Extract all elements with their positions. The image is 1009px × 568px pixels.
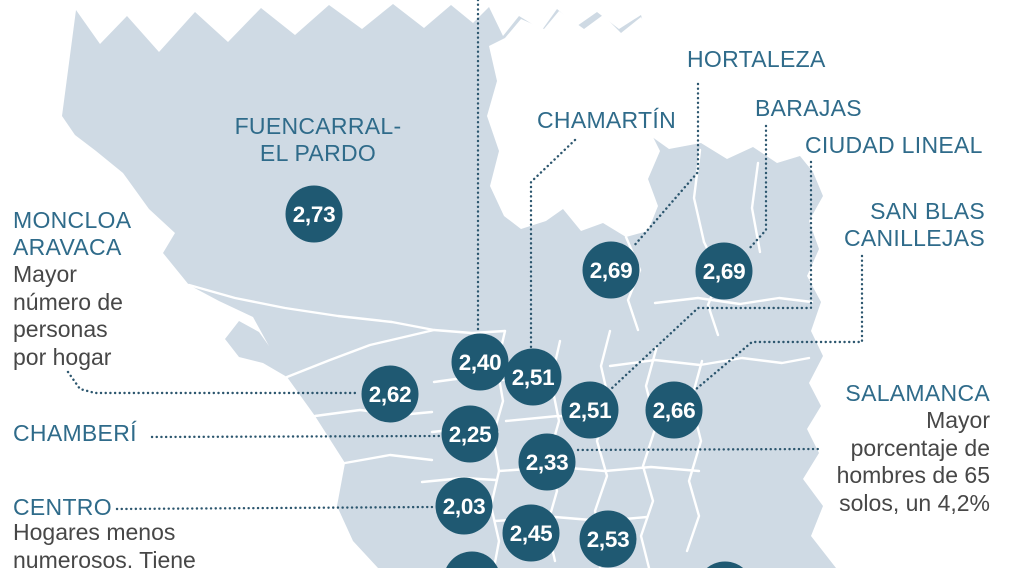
label-ciudad-lineal: CIUDAD LINEAL [805, 132, 983, 158]
map-white-channel [487, 11, 660, 237]
bubble-clipped-2 [706, 561, 744, 568]
bubble-value: 2,51 [569, 398, 612, 423]
bubble-clipped-1 [446, 551, 498, 568]
annotation-line: personas [13, 316, 108, 342]
label-salamanca: SALAMANCA [845, 380, 990, 406]
label-line: EL PARDO [259, 140, 377, 166]
label-line: CANILLEJAS [843, 225, 985, 251]
bubble-value: 2,53 [587, 527, 630, 552]
bubble-circle [446, 551, 498, 568]
bubble-circle [502, 504, 560, 562]
bubble-salamanca: 2,33 [518, 433, 576, 491]
label-chamartin: CHAMARTÍN [537, 107, 677, 133]
annotation-line: Mayor [13, 261, 77, 287]
bubble-unlabeled-1: 2,40 [451, 333, 509, 391]
label-centro: CENTRO [13, 494, 112, 520]
bubble-value: 2,51 [512, 365, 555, 390]
bubble-value: 2,69 [590, 258, 633, 283]
label-moncloa-aravaca: MONCLOA ARAVACA [13, 207, 131, 261]
annotation-line: número de [13, 288, 123, 315]
bubble-value: 2,69 [703, 259, 746, 284]
bubble-san-blas: 2,66 [645, 381, 703, 439]
leader-lines [66, 0, 864, 511]
leader-line-chamartin [529, 138, 577, 349]
label-fuencarral-el-pardo: FUENCARRAL- EL PARDO [168, 113, 468, 167]
label-line: FUENCARRAL- [234, 113, 402, 139]
bubble-circle [504, 348, 562, 406]
bubble-fuencarral: 2,73 [285, 185, 343, 243]
annotation-line: porcentaje de [850, 434, 990, 461]
bubble-hortaleza: 2,69 [582, 241, 640, 299]
bubble-unlabeled-3: 2,53 [579, 510, 637, 568]
leader-line-moncloa [66, 370, 361, 395]
label-san-blas-canillejas: SAN BLAS CANILLEJAS [844, 198, 985, 252]
bubble-value: 2,66 [653, 398, 696, 423]
bubble-value: 2,45 [510, 521, 553, 546]
bubble-value: 2,62 [369, 382, 412, 407]
bubble-unlabeled-2: 2,45 [502, 504, 560, 562]
label-hortaleza: HORTALEZA [687, 46, 826, 72]
leader-line-centro [115, 505, 436, 511]
bubble-circle [561, 381, 619, 439]
annotation-line: hombres de 65 [836, 462, 990, 488]
bubble-value: 2,40 [459, 350, 502, 375]
bubble-value: 2,25 [449, 422, 492, 447]
annotation-line: por hogar [13, 343, 112, 370]
bubble-chamartin: 2,51 [504, 348, 562, 406]
label-chamberi: CHAMBERÍ [13, 420, 137, 446]
annotation-line: solos, un 4,2% [839, 489, 990, 516]
annotation-centro: Hogares menos numerosos. Tiene [13, 519, 196, 568]
bubble-circle [451, 333, 509, 391]
bubble-circle [582, 241, 640, 299]
annotation-moncloa: Mayor número de personas por hogar [13, 261, 123, 371]
leader-line-salamanca [576, 447, 824, 452]
leader-line-barajas [746, 124, 768, 252]
leader-line-chamberi [150, 434, 442, 439]
bubble-centro: 2,03 [435, 477, 493, 535]
bubble-value: 2,03 [443, 494, 486, 519]
annotation-salamanca: Mayor porcentaje de hombres de 65 solos,… [837, 407, 990, 517]
bubble-ciudad-lineal: 2,51 [561, 381, 619, 439]
bubble-chamberi: 2,25 [441, 405, 499, 463]
label-barajas: BARAJAS [755, 95, 862, 121]
bubble-barajas: 2,69 [695, 242, 753, 300]
label-line: SAN BLAS [870, 198, 985, 224]
annotation-line: Hogares menos [13, 519, 176, 545]
bubble-circle [435, 477, 493, 535]
bubble-circle [285, 185, 343, 243]
annotation-line: numerosos. Tiene [13, 546, 196, 568]
bubble-circle [695, 242, 753, 300]
bubble-circle [518, 433, 576, 491]
bubble-circle [361, 365, 419, 423]
bubble-circle [579, 510, 637, 568]
label-line: MONCLOA [13, 207, 132, 233]
bubble-circle [645, 381, 703, 439]
bubble-circle [441, 405, 499, 463]
annotation-line: Mayor [926, 407, 990, 433]
bubble-value: 2,73 [293, 202, 336, 227]
leader-line-ciudad-lineal [609, 160, 813, 391]
bubble-moncloa: 2,62 [361, 365, 419, 423]
label-line: ARAVACA [13, 234, 122, 260]
bubble-value: 2,33 [526, 450, 569, 475]
leader-line-hortaleza [631, 82, 700, 249]
leader-line-san-blas [693, 254, 864, 392]
value-bubbles: 2,73 2,69 2,69 2,40 2,51 2,62 2,51 2,66 2,25 2,33… [285, 185, 753, 568]
bubble-circle [706, 561, 744, 568]
